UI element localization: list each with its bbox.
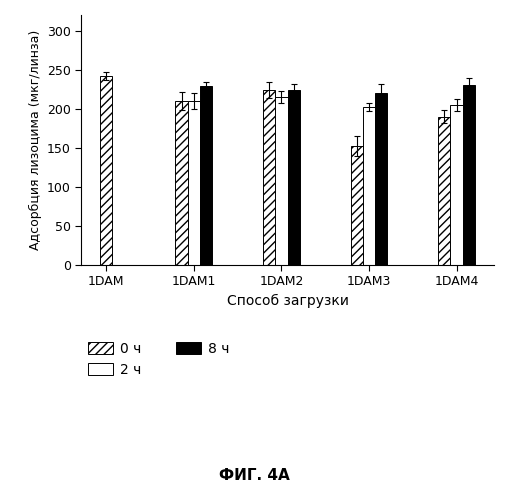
Bar [450,105,463,265]
Bar [200,86,212,265]
X-axis label: Способ загрузки: Способ загрузки [227,294,349,308]
Bar [463,84,475,265]
Text: ФИГ. 4А: ФИГ. 4А [219,468,290,483]
Bar [438,116,450,265]
Legend: 0 ч, 2 ч, 8 ч: 0 ч, 2 ч, 8 ч [89,342,230,377]
Bar [176,101,188,265]
Y-axis label: Адсорбция лизоцима (мкг/линза): Адсорбция лизоцима (мкг/линза) [29,30,42,250]
Bar [288,90,300,265]
Bar [100,76,112,265]
Bar [263,90,275,265]
Bar [375,93,387,265]
Bar [188,101,200,265]
Bar [275,97,288,265]
Bar [363,107,375,265]
Bar [351,146,363,265]
